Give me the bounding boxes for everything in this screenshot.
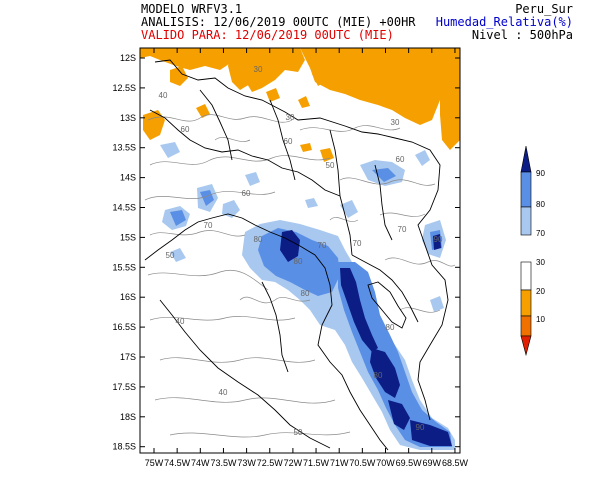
lat-tick-label: 17.5S (112, 382, 136, 392)
lon-tick-label: 69W (423, 458, 442, 468)
lat-tick-label: 12.5S (112, 83, 136, 93)
contour-value-label: 80 (374, 371, 383, 380)
lat-tick-label: 15.5S (112, 262, 136, 272)
lon-tick-label: 71.5W (303, 458, 330, 468)
colorbar-segment (520, 335, 532, 357)
lon-tick-label: 73W (237, 458, 256, 468)
contour-value-label: 30 (254, 65, 263, 74)
contour-value-label: 60 (242, 189, 251, 198)
lat-tick-label: 14S (120, 173, 136, 183)
longitude-axis: 75W 74.5W 74W 73.5W 73W 72.5W 72W 71.5W 71W 70.5W… (145, 48, 469, 468)
variable-name: Humedad_Relativa(%) (435, 15, 573, 29)
lat-tick-label: 18.5S (112, 442, 136, 452)
valid-time: VALIDO PARA: 12/06/2019 00UTC (MIE) (141, 28, 394, 42)
contour-value-label: 40 (176, 317, 185, 326)
contour-value-label: 60 (396, 155, 405, 164)
political-borders (144, 59, 449, 451)
lake-outline (367, 281, 407, 329)
lon-tick-label: 68.5W (442, 458, 469, 468)
colorbar-segment (520, 145, 532, 173)
colorbar-segment (520, 171, 532, 208)
lat-tick-label: 13S (120, 113, 136, 123)
contour-value-label: 80 (254, 235, 263, 244)
colorbar-segment (520, 315, 532, 337)
colorbar-tick-label: 10 (536, 315, 545, 324)
lat-tick-label: 16S (120, 292, 136, 302)
contour-value-label: 70 (398, 225, 407, 234)
colorbar-tick-label: 90 (536, 169, 545, 178)
contour-value-label: 40 (159, 91, 168, 100)
lon-tick-label: 72W (284, 458, 303, 468)
lat-tick-label: 14.5S (112, 203, 136, 213)
lon-tick-label: 70.5W (349, 458, 376, 468)
lat-tick-label: 12S (120, 53, 136, 63)
lon-tick-label: 73.5W (210, 458, 237, 468)
contour-value-label: 50 (326, 161, 335, 170)
lon-tick-label: 74.5W (164, 458, 191, 468)
contour-value-label: 90 (416, 423, 425, 432)
contour-lines (144, 114, 456, 438)
contour-value-label: 70 (353, 239, 362, 248)
humid-dark-regions (280, 230, 452, 446)
contour-value-label: 50 (166, 251, 175, 260)
pressure-level: Nivel : 500hPa (471, 28, 573, 42)
colorbar-segment (520, 261, 532, 291)
region-name: Peru_Sur (515, 2, 573, 16)
contour-value-label: 60 (284, 137, 293, 146)
humid-mid-regions (170, 168, 452, 447)
lat-tick-label: 18S (120, 412, 136, 422)
lat-tick-label: 15S (120, 232, 136, 242)
contour-value-label: 70 (318, 241, 327, 250)
lat-tick-label: 13.5S (112, 143, 136, 153)
lon-tick-label: 74W (191, 458, 210, 468)
colorbar-segment (520, 289, 532, 317)
lon-tick-label: 75W (145, 458, 164, 468)
lon-tick-label: 72.5W (257, 458, 284, 468)
dry-regions (140, 48, 460, 162)
contour-value-label: 70 (204, 221, 213, 230)
contour-value-label: 90 (434, 235, 443, 244)
contour-value-label: 60 (181, 125, 190, 134)
lon-tick-label: 70W (376, 458, 395, 468)
colorbar-tick-label: 80 (536, 200, 545, 209)
contour-value-label: 50 (294, 428, 303, 437)
latitude-axis: 12S 12.5S 13S 13.5S 14S 14.5S 15S 15.5S 16S 16.5S… (112, 53, 460, 452)
colorbar-tick-label: 20 (536, 287, 545, 296)
contour-value-label: 80 (301, 289, 310, 298)
contour-value-label: 40 (219, 388, 228, 397)
colorbar-segment (520, 206, 532, 236)
contour-value-label: 80 (294, 257, 303, 266)
analysis-time: ANALISIS: 12/06/2019 00UTC (MIE) +00HR (141, 15, 416, 29)
humidity-colorbar: 90 80 70 30 20 10 (520, 145, 545, 357)
contour-labels: 30 30 30 40 40 40 50 50 50 60 60 60 60 70 70 70 70 80 80 80… (159, 65, 443, 437)
lon-tick-label: 69.5W (396, 458, 423, 468)
colorbar-tick-label: 70 (536, 229, 545, 238)
lat-tick-label: 17S (120, 352, 136, 362)
model-name: MODELO WRFV3.1 (141, 2, 243, 16)
contour-value-label: 30 (286, 113, 295, 122)
contour-value-label: 30 (391, 118, 400, 127)
contour-value-label: 80 (386, 323, 395, 332)
lat-tick-label: 16.5S (112, 322, 136, 332)
colorbar-tick-label: 30 (536, 258, 545, 267)
lon-tick-label: 71W (330, 458, 349, 468)
map-frame-border (139, 47, 461, 454)
